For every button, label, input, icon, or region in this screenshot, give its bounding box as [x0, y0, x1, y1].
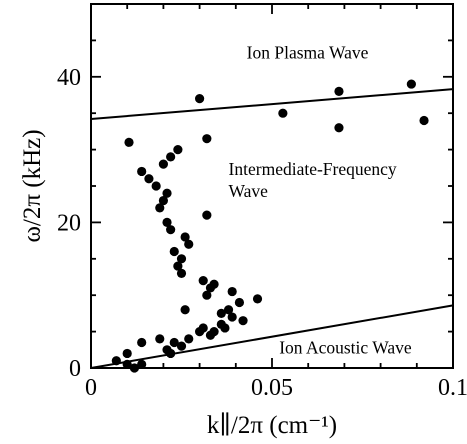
y-axis-title: ω/2π (kHz): [19, 129, 46, 242]
plot-marks: [90, 79, 454, 373]
data-point: [220, 323, 230, 333]
data-point: [202, 290, 212, 300]
data-point: [406, 79, 416, 89]
data-point: [155, 334, 165, 344]
y-tick-label: 0: [69, 356, 81, 382]
data-point: [173, 145, 183, 155]
annotation-intermediate: Intermediate-Frequency Wave: [229, 159, 397, 201]
data-point: [195, 327, 205, 337]
data-point: [158, 159, 168, 169]
x-tick-label: 0: [85, 375, 97, 401]
data-point: [158, 195, 168, 206]
data-point: [227, 312, 237, 322]
annotations: Ion Plasma Wave Intermediate-Frequency Wav…: [229, 43, 412, 358]
theory-line-ion-acoustic-wave: [90, 304, 454, 369]
data-point: [180, 305, 190, 315]
data-point: [334, 86, 344, 96]
data-point: [176, 254, 187, 264]
data-point: [216, 308, 226, 318]
data-point: [334, 123, 344, 133]
x-axis-title: k∥/2π (cm⁻¹): [207, 412, 337, 439]
data-point: [198, 276, 208, 286]
data-point: [169, 246, 179, 257]
data-point: [184, 334, 194, 344]
plot-frame: [90, 3, 454, 369]
data-point: [227, 286, 237, 297]
data-point: [162, 217, 172, 227]
data-point: [205, 330, 216, 340]
data-point: [137, 359, 147, 369]
data-point: [124, 137, 134, 147]
data-point: [166, 225, 176, 235]
data-point: [137, 166, 147, 177]
data-point: [166, 348, 176, 359]
data-point: [122, 348, 132, 359]
data-point: [238, 316, 248, 326]
data-point: [166, 152, 176, 162]
data-point: [202, 134, 212, 144]
axis-tick-labels: 0 0.05 0.1 0 20 40: [57, 65, 467, 401]
x-tick-label: 0.1: [438, 375, 467, 401]
x-tick-label: 0.05: [251, 375, 293, 401]
data-point: [419, 115, 429, 126]
data-point: [176, 341, 187, 351]
data-point: [151, 181, 161, 191]
data-point: [209, 279, 219, 289]
data-point: [195, 94, 205, 104]
data-point: [278, 108, 288, 118]
data-point: [162, 188, 172, 198]
data-point: [144, 174, 154, 184]
data-point: [176, 268, 187, 278]
data-point: [202, 210, 212, 220]
annotation-ion-plasma: Ion Plasma Wave: [247, 43, 369, 63]
data-point: [234, 297, 245, 308]
data-point: [184, 239, 194, 249]
data-point: [180, 232, 190, 242]
data-point: [169, 337, 179, 348]
annotation-ion-acoustic: Ion Acoustic Wave: [279, 337, 412, 357]
y-tick-label: 40: [57, 65, 81, 91]
data-point: [155, 203, 165, 213]
data-point: [137, 337, 147, 348]
y-tick-label: 20: [57, 210, 81, 236]
data-point: [111, 356, 121, 366]
data-point: [223, 305, 234, 315]
theory-line-ion-plasma-wave: [90, 88, 454, 121]
data-point: [173, 261, 183, 271]
data-point: [252, 294, 263, 304]
